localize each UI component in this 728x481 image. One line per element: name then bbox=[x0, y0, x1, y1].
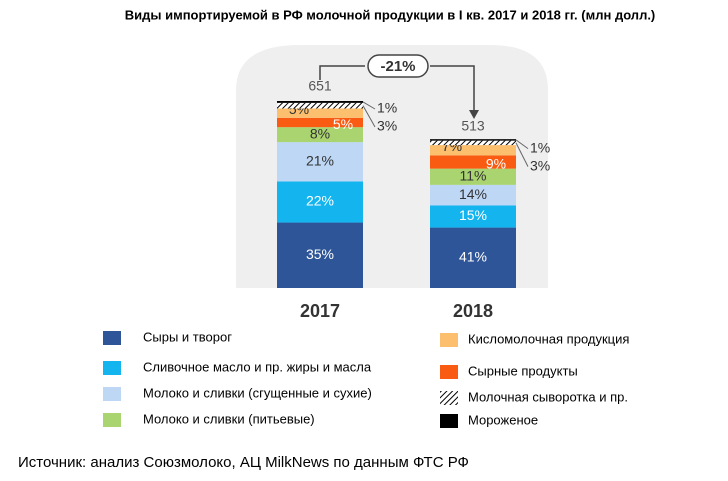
leader-line bbox=[515, 139, 529, 150]
bar-segment bbox=[430, 140, 516, 146]
value-label: 15% bbox=[459, 207, 487, 223]
legend-label: Кисломолочная продукция bbox=[468, 331, 629, 346]
value-label: 22% bbox=[306, 193, 334, 209]
total-label: 513 bbox=[461, 117, 485, 133]
value-label: 3% bbox=[530, 157, 550, 173]
bar-segment bbox=[430, 184, 516, 206]
legend-swatch bbox=[440, 333, 458, 347]
bar-segment bbox=[430, 227, 516, 288]
value-label: 9% bbox=[486, 156, 506, 172]
value-label: 21% bbox=[306, 152, 334, 168]
source: Источник: анализ Союзмолоко, АЦ MilkNews… bbox=[18, 454, 469, 471]
bar-segment bbox=[430, 155, 516, 169]
bar-segment bbox=[277, 142, 363, 182]
legend-swatch bbox=[440, 414, 458, 428]
legend-label: Молочная сыворотка и пр. bbox=[468, 389, 628, 404]
leader-line bbox=[515, 142, 529, 167]
bar-segment bbox=[277, 117, 363, 128]
bar-segment bbox=[277, 127, 363, 143]
legend-swatch bbox=[103, 387, 121, 401]
leader-line bbox=[362, 101, 376, 110]
value-label: 11% bbox=[460, 167, 487, 183]
total-label: 651 bbox=[308, 78, 332, 94]
bar-segment bbox=[430, 145, 516, 156]
legend-swatch bbox=[440, 391, 458, 405]
bar-segment bbox=[277, 181, 363, 223]
bar-segment bbox=[277, 102, 363, 109]
legend-label: Сыры и творог bbox=[143, 329, 232, 344]
value-label: 14% bbox=[459, 186, 487, 202]
bar-segment bbox=[430, 139, 516, 141]
change-label: -21% bbox=[380, 58, 415, 75]
value-label: 8% bbox=[310, 125, 330, 141]
value-label: 5% bbox=[333, 116, 353, 132]
legend-swatch bbox=[103, 361, 121, 375]
x-tick-label: 2018 bbox=[453, 301, 493, 321]
change-badge bbox=[367, 54, 429, 78]
bar-segment bbox=[430, 205, 516, 228]
legend-label: Сырные продукты bbox=[468, 363, 578, 378]
legend-swatch bbox=[103, 413, 121, 427]
legend-label: Молоко и сливки (сгущенные и сухие) bbox=[143, 385, 372, 400]
legend-label: Молоко и сливки (питьевые) bbox=[143, 411, 315, 426]
legend-swatch bbox=[103, 331, 121, 345]
arrow-head bbox=[469, 110, 479, 119]
value-label: 41% bbox=[459, 248, 487, 264]
chart-title: Виды импортируемой в РФ молочной продукц… bbox=[125, 7, 656, 22]
x-tick-label: 2017 bbox=[300, 301, 340, 321]
bar-segment bbox=[277, 101, 363, 103]
bar-segment bbox=[430, 168, 516, 185]
leader-line bbox=[362, 105, 376, 128]
legend-label: Мороженое bbox=[468, 412, 538, 427]
change-arrow bbox=[319, 65, 475, 112]
value-label: 1% bbox=[377, 100, 397, 116]
value-label: 35% bbox=[306, 246, 334, 262]
legend-swatch bbox=[440, 365, 458, 379]
value-label: 1% bbox=[530, 139, 550, 155]
value-label: 3% bbox=[377, 118, 397, 134]
legend-label: Сливочное масло и пр. жиры и масла bbox=[143, 359, 372, 374]
bar-segment bbox=[277, 222, 363, 288]
bar-segment bbox=[277, 108, 363, 118]
